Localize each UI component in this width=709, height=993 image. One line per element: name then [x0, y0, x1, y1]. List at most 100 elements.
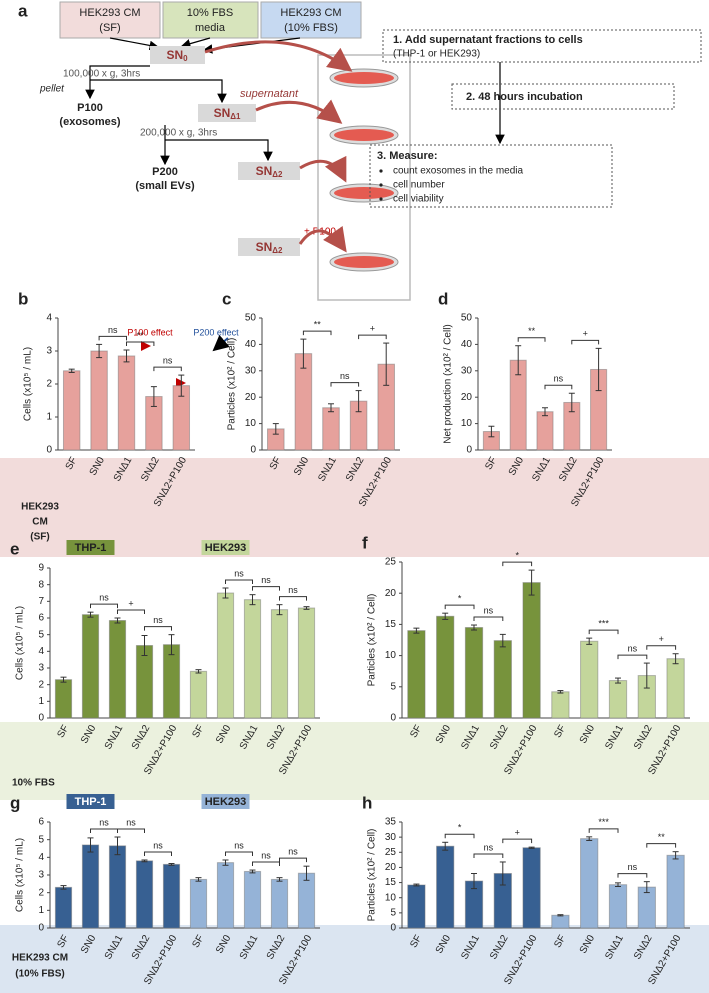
significance-label: ns: [153, 840, 163, 850]
annotation: P100 effect: [127, 327, 173, 337]
significance-bracket: [444, 604, 475, 610]
y-tick-label: 4: [38, 852, 44, 863]
significance-bracket: [90, 603, 118, 609]
panel-label: d: [438, 289, 448, 308]
row-label: HEK293 CM: [12, 953, 68, 964]
y-tick-label: 20: [461, 392, 473, 403]
significance-label: *: [458, 823, 462, 833]
y-tick-label: 25: [385, 847, 397, 858]
measure-text: count exosomes in the media: [393, 166, 524, 177]
y-tick-label: 2: [38, 679, 44, 690]
group-label-box: [201, 540, 250, 555]
y-tick-label: 6: [38, 817, 44, 828]
bar: [436, 615, 455, 719]
y-tick-label: 2: [38, 887, 44, 898]
y-tick-label: 50: [245, 313, 257, 324]
significance-label: ns: [234, 568, 244, 578]
y-tick-label: 1: [38, 696, 44, 707]
fraction-box: [150, 46, 205, 64]
bar: [608, 884, 628, 929]
step-text: (THP-1 or HEK293): [393, 49, 480, 60]
significance-bracket: [225, 851, 253, 856]
significance-label: ns: [340, 371, 350, 381]
significance-bracket: [473, 616, 504, 622]
bar: [162, 863, 181, 929]
source-text: 10% FBS: [187, 7, 233, 19]
significance-bracket: [252, 586, 280, 591]
significance-bracket: [225, 579, 253, 584]
significance-label: +: [515, 828, 520, 838]
significance-label: ns: [99, 593, 109, 603]
bullet: [379, 169, 383, 173]
bar: [536, 411, 554, 451]
y-tick-label: 3: [46, 346, 52, 357]
source-text: (10% FBS): [284, 22, 338, 34]
y-tick-label: 40: [245, 339, 257, 350]
significance-label: +: [659, 634, 664, 644]
y-tick-label: 6: [38, 613, 44, 624]
y-tick-label: 5: [38, 629, 44, 640]
p200-label: (small EVs): [135, 180, 195, 192]
significance-bracket: [502, 561, 533, 567]
significance-bracket: [473, 853, 504, 858]
y-tick-label: 1: [38, 905, 44, 916]
spin-label: 100,000 x g, 3hrs: [63, 69, 140, 80]
y-tick-label: 7: [38, 596, 44, 607]
measure-text: cell viability: [393, 194, 444, 205]
significance-bracket: [90, 828, 118, 834]
y-tick-label: 10: [385, 892, 397, 903]
y-tick-label: 0: [250, 445, 256, 456]
significance-label: ***: [598, 619, 609, 629]
source-box: [260, 1, 362, 39]
row-label: (SF): [30, 532, 49, 543]
row-band: [0, 722, 709, 800]
significance-bracket: [588, 629, 619, 635]
bar: [407, 884, 426, 929]
row-label: (10% FBS): [15, 969, 64, 980]
significance-bracket: [144, 851, 172, 856]
significance-label: *: [515, 550, 519, 560]
bar: [464, 627, 484, 719]
significance-bracket: [617, 873, 648, 878]
y-tick-label: 20: [245, 392, 257, 403]
y-tick-label: 25: [385, 557, 397, 568]
bar: [108, 620, 127, 719]
group-label: THP-1: [75, 796, 107, 808]
schematic: a HEK293 CM (SF) 10% FBS media HEK293 CM…: [18, 1, 702, 301]
fraction: SNΔ1: [214, 106, 241, 121]
panel-label: g: [10, 793, 20, 812]
significance-bracket: [117, 828, 145, 834]
significance-bracket: [588, 828, 619, 833]
fraction-box: [238, 162, 300, 180]
y-tick-label: 20: [385, 862, 397, 873]
significance-bracket: [126, 341, 155, 347]
panel-label: b: [18, 289, 28, 308]
significance-label: **: [314, 319, 322, 329]
significance-label: ns: [126, 817, 136, 827]
significance-bracket: [646, 843, 677, 848]
significance-label: ns: [554, 374, 564, 384]
y-tick-label: 5: [390, 907, 396, 918]
bar: [189, 670, 208, 719]
significance-label: ns: [261, 850, 271, 860]
y-axis-label: Net production (x10² / Cell): [443, 324, 454, 444]
y-tick-label: 0: [38, 713, 44, 724]
p200-label: P200: [152, 166, 178, 178]
bar: [135, 645, 154, 719]
y-tick-label: 30: [461, 365, 473, 376]
significance-label: ns: [628, 643, 638, 653]
y-tick-label: 1: [46, 412, 52, 423]
bar: [62, 370, 81, 451]
row-label: HEK293: [21, 502, 59, 513]
source-text: HEK293 CM: [79, 7, 140, 19]
y-tick-label: 4: [38, 646, 44, 657]
group-label: THP-1: [75, 542, 107, 554]
bar: [270, 609, 289, 719]
bullet: [379, 183, 383, 187]
significance-label: +: [370, 323, 375, 333]
row-band: [0, 458, 709, 557]
y-tick-label: 8: [38, 579, 44, 590]
bar: [189, 878, 208, 929]
y-tick-label: 0: [46, 445, 52, 456]
